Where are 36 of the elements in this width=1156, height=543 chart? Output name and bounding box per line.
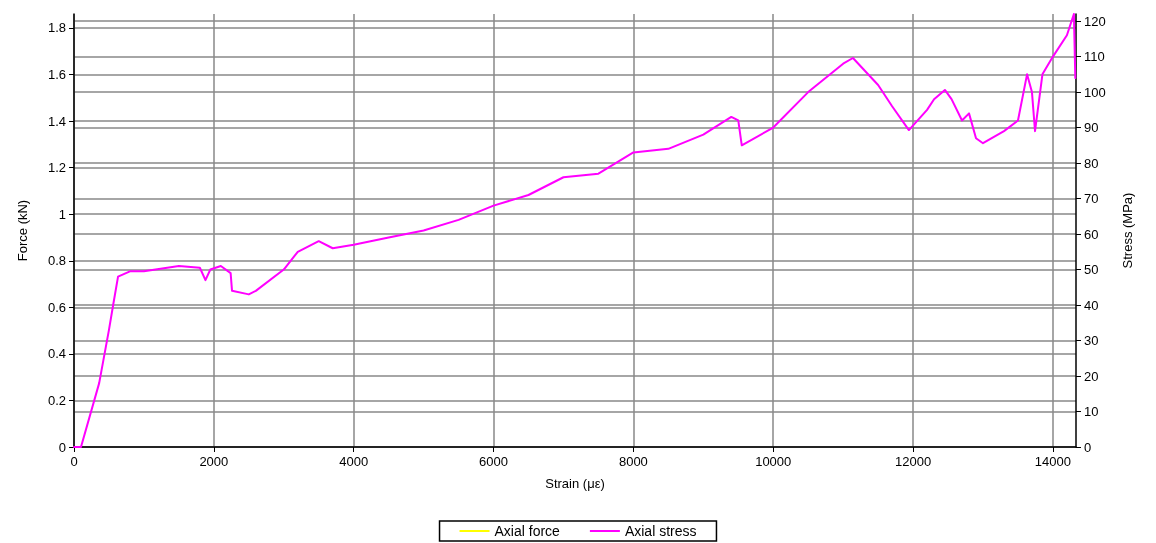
y-tick-label: 0.8 bbox=[47, 253, 66, 269]
y2-tick-label: 50 bbox=[1084, 262, 1099, 278]
y2-tick-label: 10 bbox=[1084, 404, 1099, 420]
y2-tick-label: 100 bbox=[1084, 84, 1106, 100]
y-tick-label: 0.2 bbox=[47, 392, 66, 408]
x-tick-label: 6000 bbox=[479, 454, 508, 469]
legend-label: Axial force bbox=[494, 523, 561, 539]
x-axis-title: Strain (με) bbox=[545, 476, 605, 491]
y2-tick-label: 120 bbox=[1084, 13, 1106, 29]
y-tick-label: 0.6 bbox=[47, 299, 66, 315]
y-tick-label: 0 bbox=[58, 439, 66, 455]
y2-axis-title: Stress (MPa) bbox=[1120, 192, 1135, 269]
y2-tick-label: 70 bbox=[1084, 191, 1099, 207]
x-tick-label: 8000 bbox=[618, 454, 648, 469]
y2-tick-label: 30 bbox=[1084, 333, 1099, 349]
y2-tick-label: 80 bbox=[1084, 155, 1099, 171]
y-tick-label: 0.4 bbox=[47, 346, 66, 362]
y2-tick-label: 40 bbox=[1084, 297, 1099, 313]
x-tick-label: 12000 bbox=[895, 454, 932, 469]
y-tick-label: 1.6 bbox=[47, 67, 66, 83]
x-tick-label: 10000 bbox=[755, 454, 792, 469]
y-tick-label: 1 bbox=[58, 206, 66, 222]
y2-tick-label: 20 bbox=[1084, 368, 1099, 384]
y2-tick-label: 60 bbox=[1084, 226, 1099, 242]
x-tick-label: 2000 bbox=[199, 454, 229, 469]
x-tick-label: 14000 bbox=[1034, 454, 1071, 469]
y2-tick-label: 110 bbox=[1084, 49, 1105, 65]
y2-tick-label: 90 bbox=[1084, 120, 1099, 136]
y-tick-label: 1.4 bbox=[47, 113, 66, 129]
x-tick-label: 0 bbox=[70, 454, 78, 469]
y2-tick-label: 0 bbox=[1084, 439, 1092, 455]
y-axis-title: Force (kN) bbox=[15, 199, 30, 262]
legend-label: Axial stress bbox=[624, 523, 697, 539]
y-tick-label: 1.8 bbox=[47, 20, 66, 36]
y-tick-label: 1.2 bbox=[47, 160, 66, 176]
x-tick-label: 4000 bbox=[339, 454, 369, 469]
